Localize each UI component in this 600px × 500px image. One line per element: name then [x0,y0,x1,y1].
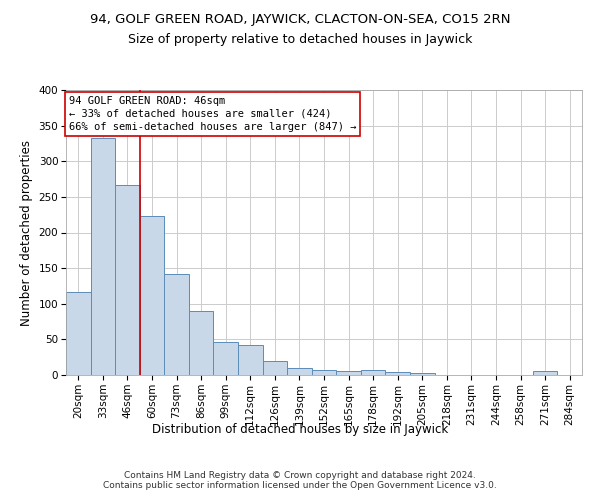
Text: Distribution of detached houses by size in Jaywick: Distribution of detached houses by size … [152,422,448,436]
Bar [361,370,385,375]
Bar [66,292,91,375]
Bar [263,362,287,375]
Bar [287,368,312,375]
Bar [140,216,164,375]
Bar [164,274,189,375]
Bar [91,138,115,375]
Text: Size of property relative to detached houses in Jaywick: Size of property relative to detached ho… [128,32,472,46]
Text: 94, GOLF GREEN ROAD, JAYWICK, CLACTON-ON-SEA, CO15 2RN: 94, GOLF GREEN ROAD, JAYWICK, CLACTON-ON… [90,12,510,26]
Bar [410,373,434,375]
Bar [189,311,214,375]
Bar [312,370,336,375]
Bar [385,372,410,375]
Bar [214,342,238,375]
Text: Contains HM Land Registry data © Crown copyright and database right 2024.
Contai: Contains HM Land Registry data © Crown c… [103,470,497,490]
Bar [533,372,557,375]
Y-axis label: Number of detached properties: Number of detached properties [20,140,33,326]
Text: 94 GOLF GREEN ROAD: 46sqm
← 33% of detached houses are smaller (424)
66% of semi: 94 GOLF GREEN ROAD: 46sqm ← 33% of detac… [68,96,356,132]
Bar [115,185,140,375]
Bar [336,372,361,375]
Bar [238,345,263,375]
